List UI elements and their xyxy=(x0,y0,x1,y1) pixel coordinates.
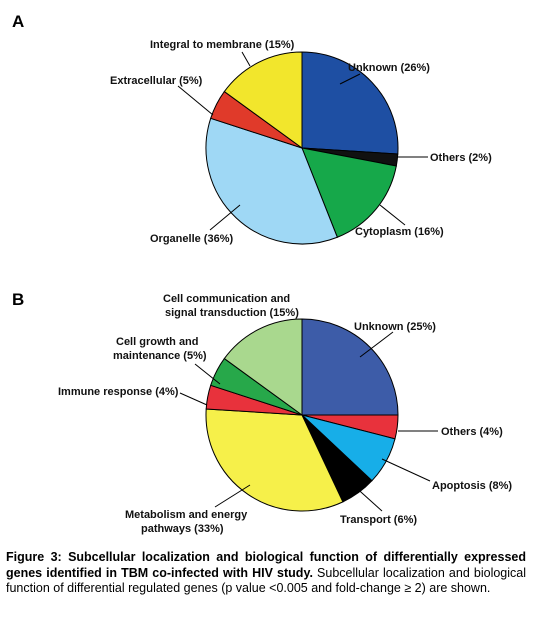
label-a-unknown: Unknown (26%) xyxy=(348,62,430,74)
label-a-extracellular: Extracellular (5%) xyxy=(110,75,203,87)
pie-a-leader-lines xyxy=(177,51,428,231)
pie-b-slices xyxy=(205,318,399,512)
pie-a-slice-0 xyxy=(301,51,399,155)
figure-caption: Figure 3: Subcellular localization and b… xyxy=(6,550,526,597)
label-b-immune: Immune response (4%) xyxy=(58,386,179,398)
leader-a-integral xyxy=(241,51,251,67)
leader-b-immune xyxy=(179,392,208,406)
label-b-comm-line2: signal transduction (15%) xyxy=(165,307,299,319)
label-b-growth-line2: maintenance (5%) xyxy=(113,350,207,362)
label-a-organelle: Organelle (36%) xyxy=(150,233,233,245)
leader-a-cytoplasm xyxy=(379,204,406,226)
pie-a-slice-5 xyxy=(223,51,303,149)
label-a-integral: Integral to membrane (15%) xyxy=(150,39,295,51)
label-b-growth-line1: Cell growth and xyxy=(116,336,199,348)
pie-a: Unknown (26%) Others (2%) Cytoplasm (16%… xyxy=(110,39,492,245)
label-b-metabolism-line1: Metabolism and energy xyxy=(125,509,248,521)
leader-b-apoptosis xyxy=(381,458,431,482)
pie-b-slice-7 xyxy=(223,318,303,416)
caption-bold: Figure 3: Subcellular localization and b… xyxy=(6,550,526,580)
pie-b-slice-0 xyxy=(301,318,399,416)
label-b-metabolism-line2: pathways (33%) xyxy=(141,523,224,535)
label-a-others: Others (2%) xyxy=(430,152,492,164)
panel-a-letter: A xyxy=(12,12,25,31)
pie-b-leader-lines xyxy=(179,331,438,512)
leader-b-metabolism xyxy=(214,484,251,508)
panel-b-letter: B xyxy=(12,290,25,309)
pie-b: Unknown (25%) Others (4%) Apoptosis (8%)… xyxy=(58,293,512,535)
leader-a-extracellular xyxy=(177,85,214,116)
label-b-transport: Transport (6%) xyxy=(340,514,417,526)
label-b-unknown: Unknown (25%) xyxy=(354,321,436,333)
caption-normal: Subcellular localization and biological … xyxy=(6,565,526,596)
leader-b-growth xyxy=(194,363,221,385)
pie-a-slices xyxy=(205,51,399,245)
label-b-others: Others (4%) xyxy=(441,426,503,438)
label-b-comm-line1: Cell communication and xyxy=(163,293,290,305)
label-a-cytoplasm: Cytoplasm (16%) xyxy=(355,226,444,238)
pie-b-slice-4 xyxy=(205,408,344,512)
figure-svg: Unknown (26%) Others (2%) Cytoplasm (16%… xyxy=(58,39,512,535)
leader-b-transport xyxy=(351,483,383,512)
leader-b-unknown xyxy=(359,331,394,358)
pie-a-slice-3 xyxy=(205,117,338,245)
label-b-apoptosis: Apoptosis (8%) xyxy=(432,480,512,492)
pie-a-slice-2 xyxy=(301,147,397,238)
leader-a-unknown xyxy=(339,73,361,85)
leader-a-organelle xyxy=(209,204,241,231)
